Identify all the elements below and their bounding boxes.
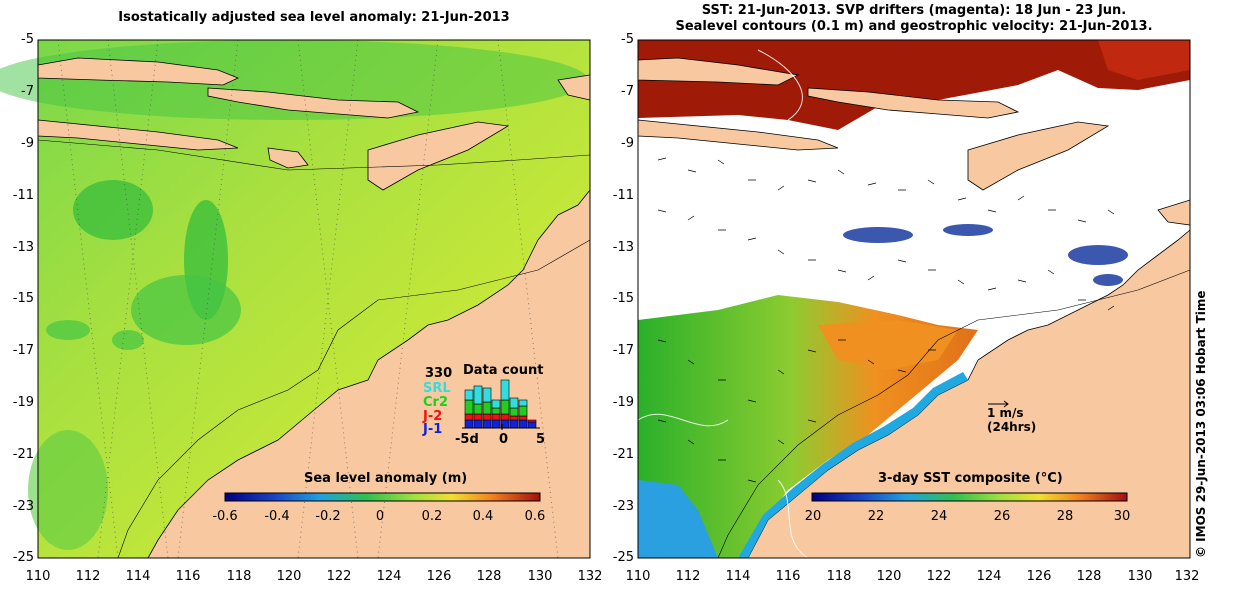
left-x-tick: 128 (476, 569, 502, 584)
right-x-tick: 114 (725, 569, 751, 584)
left-x-tick: 130 (527, 569, 553, 584)
left-x-tick: 110 (25, 569, 51, 584)
satellite-label-j1: J-1 (423, 422, 443, 437)
left-panel-title: Isostatically adjusted sea level anomaly… (118, 10, 510, 25)
left-y-tick: -13 (12, 240, 34, 255)
sst-map (637, 39, 1191, 559)
left-y-tick: -23 (12, 499, 34, 514)
left-y-tick: -15 (12, 291, 34, 306)
right-y-tick: -15 (612, 291, 634, 306)
velocity-scale-sublabel: (24hrs) (987, 420, 1037, 434)
right-x-tick: 128 (1076, 569, 1102, 584)
left-y-tick: -11 (12, 188, 34, 203)
right-x-tick: 126 (1026, 569, 1052, 584)
right-x-tick: 120 (876, 569, 902, 584)
right-y-tick: -19 (612, 395, 634, 410)
sla-colorbar-tick: 0.2 (421, 509, 443, 524)
data-count-histogram (462, 379, 540, 430)
right-y-tick: -7 (621, 84, 634, 99)
right-x-tick: 118 (826, 569, 852, 584)
sla-colorbar-tick: 0.6 (524, 509, 546, 524)
sla-colorbar (224, 492, 541, 502)
right-y-tick: -23 (612, 499, 634, 514)
histogram-tick-5: 5 (536, 432, 546, 447)
left-x-tick: 122 (326, 569, 352, 584)
satellite-label-cr2: Cr2 (423, 395, 448, 410)
right-x-tick: 130 (1127, 569, 1153, 584)
sst-colorbar-tick: 24 (930, 509, 948, 524)
left-y-tick: -25 (12, 550, 34, 565)
sla-colorbar-tick: -0.2 (315, 509, 341, 524)
sst-colorbar-tick: 28 (1056, 509, 1074, 524)
right-y-tick: -13 (612, 240, 634, 255)
right-panel-title-line1: SST: 21-Jun-2013. SVP drifters (magenta)… (701, 3, 1127, 18)
right-x-tick: 110 (625, 569, 651, 584)
velocity-scale-label: 1 m/s (987, 406, 1024, 420)
left-y-tick: -21 (12, 447, 34, 462)
sst-colorbar (811, 492, 1128, 502)
right-y-tick: -11 (612, 188, 634, 203)
right-x-tick: 132 (1174, 569, 1200, 584)
right-y-tick: -5 (621, 32, 634, 47)
sst-colorbar-tick: 26 (993, 509, 1011, 524)
left-y-tick: -17 (12, 343, 34, 358)
histogram-tick-0: 0 (499, 432, 509, 447)
sst-colorbar-tick: 30 (1113, 509, 1131, 524)
sla-colorbar-tick: 0 (375, 509, 385, 524)
data-count-number: 330 (425, 366, 453, 381)
right-x-tick: 116 (775, 569, 801, 584)
right-y-tick: -9 (621, 136, 634, 151)
data-count-title: Data count (463, 363, 544, 378)
right-x-tick: 124 (976, 569, 1002, 584)
right-y-tick: -17 (612, 343, 634, 358)
left-x-tick: 118 (226, 569, 252, 584)
sla-colorbar-title: Sea level anomaly (m) (304, 471, 468, 486)
right-y-tick: -25 (612, 550, 634, 565)
left-x-tick: 112 (75, 569, 101, 584)
satellite-label-srl: SRL (423, 381, 451, 396)
right-x-tick: 122 (926, 569, 952, 584)
left-x-tick: 116 (175, 569, 201, 584)
sst-colorbar-title: 3-day SST composite (°C) (878, 471, 1063, 486)
left-y-tick: -5 (21, 32, 34, 47)
right-x-tick: 112 (675, 569, 701, 584)
sst-colorbar-tick: 20 (804, 509, 822, 524)
right-panel-title-line2: Sealevel contours (0.1 m) and geostrophi… (675, 19, 1153, 34)
left-y-tick: -19 (12, 395, 34, 410)
right-y-tick: -21 (612, 447, 634, 462)
imos-credit: © IMOS 29-Jun-2013 03:06 Hobart Time (1194, 290, 1208, 558)
sst-colorbar-tick: 22 (867, 509, 885, 524)
left-x-tick: 114 (125, 569, 151, 584)
sla-colorbar-tick: 0.4 (472, 509, 494, 524)
left-x-tick: 132 (577, 569, 603, 584)
satellite-label-j2: J-2 (423, 409, 443, 424)
left-x-tick: 124 (376, 569, 402, 584)
sla-colorbar-tick: -0.4 (264, 509, 290, 524)
left-x-tick: 126 (426, 569, 452, 584)
left-y-tick: -9 (21, 136, 34, 151)
histogram-tick-minus5: -5d (455, 432, 479, 447)
left-x-tick: 120 (276, 569, 302, 584)
sla-map (0, 39, 591, 559)
sla-colorbar-tick: -0.6 (212, 509, 238, 524)
left-y-tick: -7 (21, 84, 34, 99)
